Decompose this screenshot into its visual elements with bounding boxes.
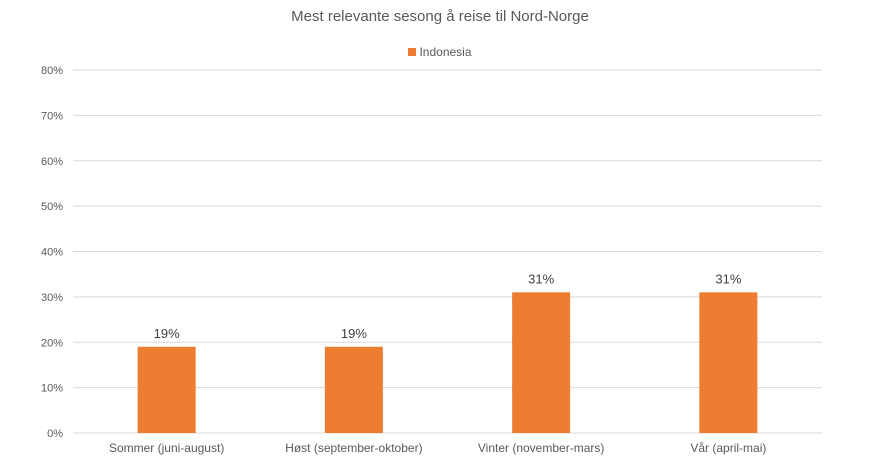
- y-tick-label-30: 30%: [41, 292, 63, 304]
- y-tick-label-20: 20%: [41, 337, 63, 349]
- bar-0: [137, 346, 196, 433]
- x-tick-label-0: Sommer (juni-august): [109, 441, 224, 455]
- x-tick-label-2: Vinter (november-mars): [478, 441, 604, 455]
- y-tick-label-0: 0%: [47, 428, 63, 440]
- y-tick-label-50: 50%: [41, 201, 63, 213]
- bar-3: [699, 292, 758, 433]
- y-tick-label-40: 40%: [41, 247, 63, 259]
- y-tick-label-60: 60%: [41, 156, 63, 168]
- legend: Indonesia: [0, 45, 880, 59]
- legend-label-indonesia: Indonesia: [419, 45, 472, 59]
- legend-swatch-indonesia: [408, 48, 417, 56]
- y-tick-label-70: 70%: [41, 110, 63, 122]
- bar-2: [512, 292, 571, 433]
- y-tick-label-10: 10%: [41, 383, 63, 395]
- data-label-3: 31%: [715, 271, 741, 286]
- data-label-0: 19%: [154, 326, 180, 341]
- data-label-1: 19%: [341, 326, 367, 341]
- data-label-2: 31%: [528, 271, 554, 286]
- y-tick-label-80: 80%: [41, 65, 63, 77]
- x-tick-label-3: Vår (april-mai): [690, 441, 766, 455]
- x-tick-label-1: Høst (september-oktober): [285, 441, 422, 455]
- chart-title: Mest relevante sesong å reise til Nord-N…: [291, 8, 589, 25]
- bar-1: [324, 346, 383, 433]
